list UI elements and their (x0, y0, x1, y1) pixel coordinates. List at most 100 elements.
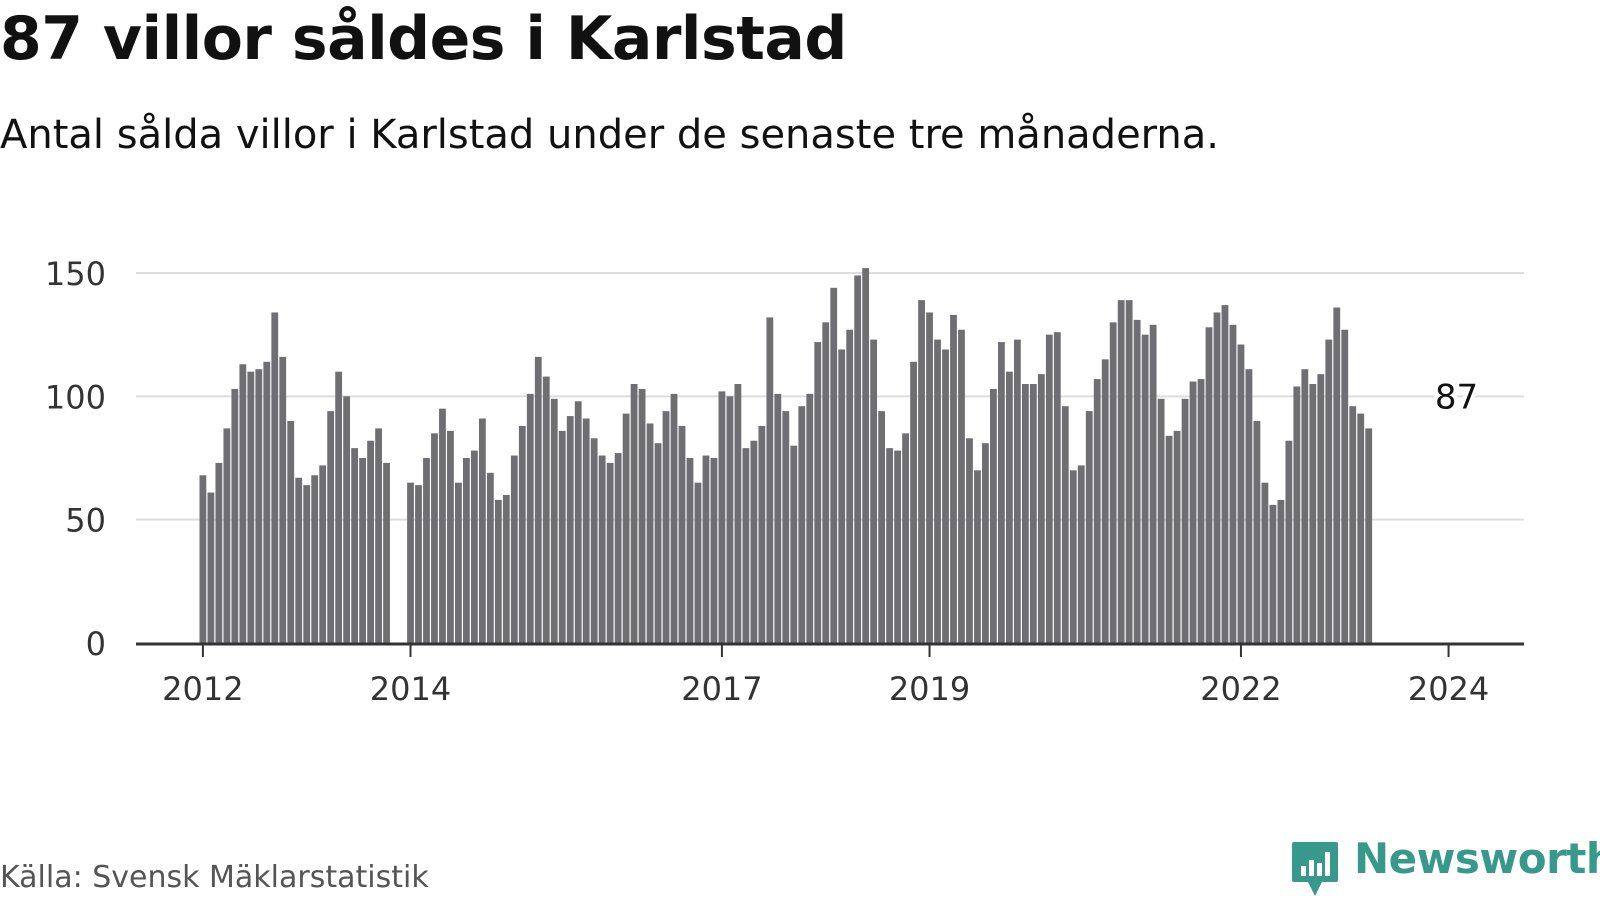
y-tick-label: 150 (45, 255, 106, 293)
bar (423, 458, 430, 643)
bar (415, 485, 422, 643)
bar (702, 455, 710, 643)
bar (630, 384, 638, 643)
bar (606, 462, 614, 643)
bar (1125, 300, 1133, 643)
chart-subtitle: Antal sålda villor i Karlstad under de s… (0, 112, 1220, 158)
bar (686, 458, 694, 643)
bar (1005, 371, 1013, 643)
bar (1269, 504, 1277, 643)
bar (1069, 470, 1077, 643)
bar (782, 411, 790, 643)
bar (1229, 324, 1237, 643)
bar (367, 440, 374, 643)
bar (1365, 428, 1373, 643)
x-tick-label: 2019 (889, 670, 970, 708)
bar (710, 458, 718, 643)
bar (510, 455, 518, 643)
bar (654, 443, 662, 643)
bar (327, 411, 335, 643)
bar (614, 453, 622, 643)
bar (646, 423, 654, 643)
x-tick-label: 2024 (1408, 670, 1489, 708)
bar (1037, 374, 1045, 643)
bar (750, 440, 758, 643)
bar (470, 450, 478, 643)
bar (950, 314, 957, 643)
bar (998, 342, 1005, 643)
bar (1109, 322, 1117, 643)
y-tick-label: 50 (65, 502, 106, 540)
bar (343, 396, 351, 643)
bar (662, 411, 670, 643)
bar (974, 470, 981, 643)
bar (1021, 384, 1029, 643)
bar (1237, 344, 1245, 643)
bar (766, 317, 774, 643)
bar (1341, 329, 1349, 643)
bar (1293, 386, 1301, 643)
newsworthy-logo[interactable]: Newsworthy (1290, 834, 1600, 898)
bar (207, 492, 215, 643)
bar (1093, 379, 1101, 643)
bar (942, 349, 949, 643)
bar (934, 339, 941, 643)
bar (199, 475, 207, 643)
bar (1301, 369, 1309, 643)
bar (838, 349, 846, 643)
bar (1157, 398, 1165, 643)
bar (335, 371, 343, 643)
x-tick-label: 2012 (162, 670, 243, 708)
bar (1141, 334, 1149, 643)
bar (534, 356, 542, 643)
bar (295, 477, 303, 643)
bar (287, 421, 295, 643)
bar (1061, 406, 1069, 643)
bar (894, 450, 901, 643)
bar (271, 312, 279, 643)
bar (902, 433, 909, 643)
bar (670, 393, 678, 643)
bar (247, 371, 255, 643)
bar (1085, 411, 1093, 643)
bar (231, 388, 239, 643)
bar (1029, 384, 1037, 643)
bar (1261, 482, 1269, 643)
bar (854, 275, 862, 643)
bar (542, 376, 550, 643)
bar (590, 438, 598, 643)
bar (1165, 435, 1173, 643)
bar (830, 287, 838, 643)
bar (870, 339, 878, 643)
x-tick-label: 2014 (370, 670, 451, 708)
bar (1221, 305, 1229, 643)
bar (566, 416, 574, 643)
bar (814, 342, 822, 643)
bar (1357, 413, 1365, 643)
bar (1101, 359, 1109, 643)
bar (790, 445, 798, 643)
bar (1117, 300, 1125, 643)
bar (958, 329, 965, 643)
bar (878, 411, 886, 643)
bar (774, 393, 782, 643)
chart-title: 87 villor såldes i Karlstad (0, 4, 847, 74)
bar (526, 393, 534, 643)
bar (303, 485, 311, 643)
bar-chart-speech-bubble-icon (1292, 842, 1338, 896)
bar (279, 356, 287, 643)
y-tick-label: 0 (86, 625, 106, 663)
bar (694, 482, 702, 643)
bar (1077, 465, 1085, 643)
bar (1333, 307, 1341, 643)
bar (622, 413, 630, 643)
bar (886, 448, 894, 643)
bar (478, 418, 486, 643)
bar (1013, 339, 1021, 643)
bar (558, 430, 566, 643)
bar (1045, 334, 1053, 643)
bar (319, 465, 327, 643)
bar (966, 438, 973, 643)
bar (982, 443, 989, 643)
bar (574, 401, 582, 643)
